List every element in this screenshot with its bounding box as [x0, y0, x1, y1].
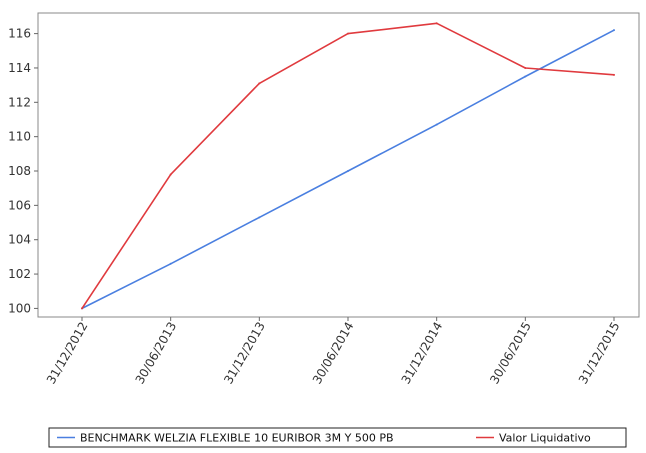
y-tick-label: 106 [8, 198, 31, 212]
series-1-point [524, 66, 527, 69]
x-tick-label: 30/06/2015 [487, 320, 534, 387]
series-1-point [347, 32, 349, 35]
x-tick-label: 31/12/2012 [44, 320, 91, 387]
y-tick-label: 112 [8, 95, 31, 109]
y-tick-label: 104 [8, 233, 31, 247]
y-tick-label: 100 [8, 301, 31, 315]
series-1-point [435, 22, 438, 25]
plot-area [37, 12, 640, 318]
x-tick-label: 31/12/2015 [576, 320, 623, 387]
y-tick-label: 108 [8, 164, 31, 178]
series-0-point [524, 75, 527, 78]
legend-box [48, 427, 627, 448]
x-tick-label: 31/12/2013 [221, 320, 268, 387]
legend-label-valor-liquidativo: Valor Liquidativo [499, 432, 591, 445]
x-axis: 31/12/2012 30/06/2013 31/12/2013 30/06/2014… [44, 317, 623, 386]
series-1-point [169, 173, 172, 176]
y-tick-label: 114 [8, 61, 31, 75]
series-0-point [613, 29, 615, 32]
series-0-point [169, 262, 172, 265]
series-0-point [347, 170, 349, 173]
series-0-point [435, 123, 438, 126]
y-tick-label: 116 [8, 27, 31, 41]
series-lines [81, 22, 615, 310]
x-tick-label: 30/06/2014 [310, 320, 357, 387]
x-tick-label: 31/12/2014 [399, 320, 446, 387]
series-1-point [81, 307, 83, 310]
x-tick-label: 30/06/2013 [133, 320, 180, 387]
y-axis: 100 102 104 106 108 110 112 114 116 [8, 27, 38, 315]
y-tick-label: 110 [8, 130, 31, 144]
legend-label-benchmark: BENCHMARK WELZIA FLEXIBLE 10 EURIBOR 3M … [80, 432, 394, 445]
legend: BENCHMARK WELZIA FLEXIBLE 10 EURIBOR 3M … [48, 427, 627, 448]
y-tick-label: 102 [8, 267, 31, 281]
series-1-point [613, 73, 615, 76]
series-1-point [258, 82, 261, 85]
series-0-point [258, 216, 261, 219]
